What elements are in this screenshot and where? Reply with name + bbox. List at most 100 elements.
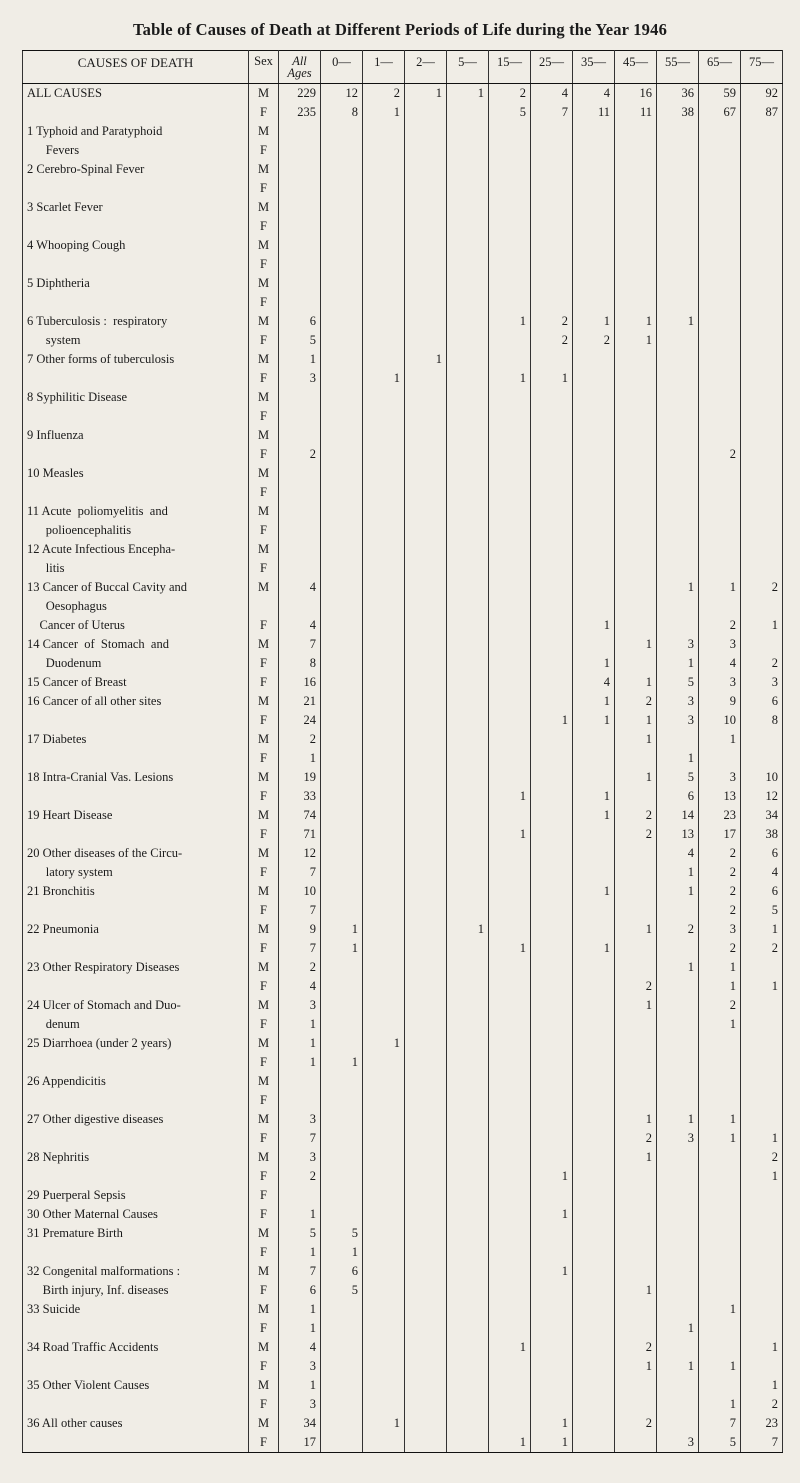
value-cell: 229 (279, 84, 321, 104)
value-cell: 3 (699, 635, 741, 654)
table-row: 35 Other Violent CausesM11 (23, 1376, 783, 1395)
value-cell (363, 863, 405, 882)
col-all-ages: All Ages (279, 51, 321, 84)
cause-cell (23, 217, 249, 236)
value-cell (615, 1091, 657, 1110)
sex-cell: M (249, 540, 279, 559)
value-cell: 2 (279, 445, 321, 464)
value-cell: 59 (699, 84, 741, 104)
value-cell (531, 939, 573, 958)
value-cell (573, 198, 615, 217)
value-cell (279, 388, 321, 407)
value-cell (447, 141, 489, 160)
sex-cell: F (249, 654, 279, 673)
value-cell: 2 (489, 84, 531, 104)
value-cell (279, 236, 321, 255)
sex-cell: M (249, 1072, 279, 1091)
value-cell (489, 977, 531, 996)
value-cell (573, 844, 615, 863)
value-cell (531, 597, 573, 616)
cause-cell: 12 Acute Infectious Encepha- (23, 540, 249, 559)
value-cell (279, 426, 321, 445)
value-cell (447, 521, 489, 540)
sex-cell: M (249, 635, 279, 654)
value-cell (615, 559, 657, 578)
value-cell (447, 464, 489, 483)
value-cell (615, 844, 657, 863)
value-cell (489, 559, 531, 578)
table-row: F (23, 179, 783, 198)
value-cell (573, 1205, 615, 1224)
value-cell: 1 (615, 730, 657, 749)
sex-cell: F (249, 217, 279, 236)
value-cell (321, 597, 363, 616)
value-cell (405, 1072, 447, 1091)
value-cell: 16 (279, 673, 321, 692)
cause-cell: 16 Cancer of all other sites (23, 692, 249, 711)
value-cell: 1 (363, 1034, 405, 1053)
value-cell: 1 (573, 882, 615, 901)
value-cell (363, 825, 405, 844)
value-cell: 1 (615, 768, 657, 787)
value-cell (321, 312, 363, 331)
value-cell: 10 (279, 882, 321, 901)
value-cell (573, 445, 615, 464)
value-cell: 1 (447, 84, 489, 104)
value-cell (447, 1300, 489, 1319)
value-cell (363, 1376, 405, 1395)
value-cell (447, 540, 489, 559)
cause-cell: Birth injury, Inf. diseases (23, 1281, 249, 1300)
value-cell: 1 (489, 1433, 531, 1453)
value-cell (405, 958, 447, 977)
value-cell (447, 1395, 489, 1414)
page-title: Table of Causes of Death at Different Pe… (22, 20, 778, 40)
value-cell: 6 (279, 312, 321, 331)
value-cell (321, 1414, 363, 1433)
value-cell (489, 578, 531, 597)
value-cell: 1 (615, 711, 657, 730)
value-cell (405, 388, 447, 407)
value-cell (699, 483, 741, 502)
value-cell (447, 806, 489, 825)
value-cell (531, 179, 573, 198)
value-cell: 1 (279, 1205, 321, 1224)
sex-cell: M (249, 730, 279, 749)
value-cell (489, 920, 531, 939)
value-cell (531, 920, 573, 939)
value-cell (447, 1262, 489, 1281)
value-cell (321, 616, 363, 635)
value-cell (573, 1186, 615, 1205)
cause-cell: Fevers (23, 141, 249, 160)
value-cell (363, 635, 405, 654)
value-cell (405, 369, 447, 388)
value-cell (405, 198, 447, 217)
table-row: 2 Cerebro-Spinal FeverM (23, 160, 783, 179)
sex-cell: F (249, 1129, 279, 1148)
table-row: 25 Diarrhoea (under 2 years)M11 (23, 1034, 783, 1053)
table-row: F725 (23, 901, 783, 920)
value-cell: 1 (573, 312, 615, 331)
table-row: 29 Puerperal SepsisF (23, 1186, 783, 1205)
value-cell (447, 1357, 489, 1376)
value-cell (363, 274, 405, 293)
cause-cell: denum (23, 1015, 249, 1034)
sex-cell: M (249, 996, 279, 1015)
value-cell (573, 1072, 615, 1091)
table-header-row: CAUSES OF DEATH Sex All Ages 0— 1— 2— 5—… (23, 51, 783, 84)
value-cell: 1 (405, 84, 447, 104)
value-cell (699, 749, 741, 768)
value-cell (321, 483, 363, 502)
value-cell (363, 1338, 405, 1357)
value-cell (405, 1167, 447, 1186)
value-cell (363, 1243, 405, 1262)
value-cell (489, 179, 531, 198)
value-cell (363, 654, 405, 673)
sex-cell: M (249, 1110, 279, 1129)
value-cell (405, 939, 447, 958)
sex-cell: M (249, 84, 279, 104)
value-cell (657, 179, 699, 198)
value-cell (447, 1281, 489, 1300)
value-cell (489, 1167, 531, 1186)
value-cell (405, 863, 447, 882)
sex-cell: F (249, 1319, 279, 1338)
